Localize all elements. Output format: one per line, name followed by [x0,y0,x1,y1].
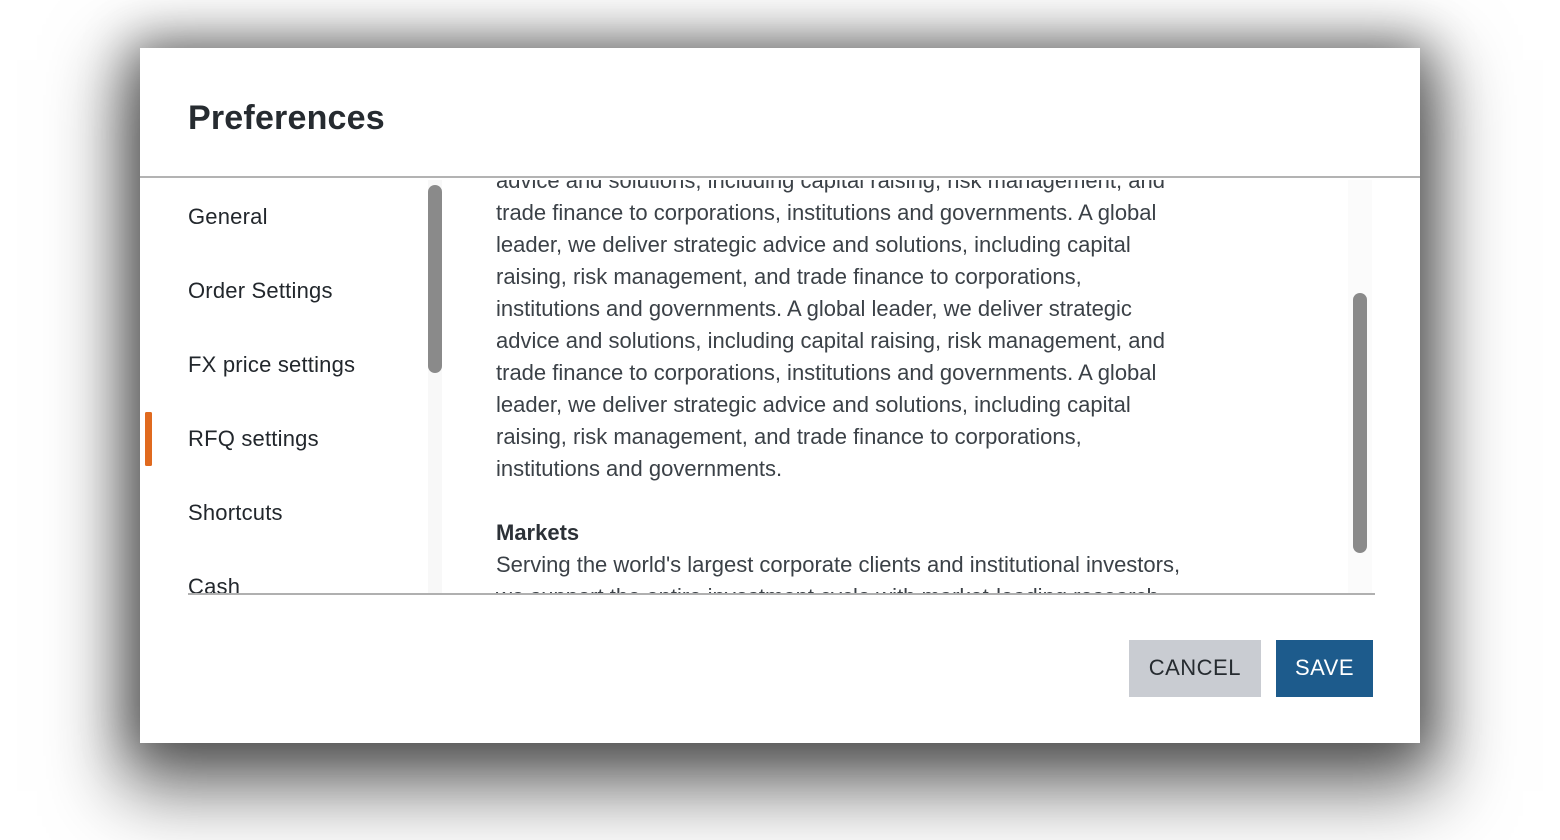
dialog-header: Preferences [140,48,1420,178]
sidebar-item-rfq-settings[interactable]: RFQ settings [140,402,428,476]
sidebar-scrollbar[interactable] [428,180,442,593]
sidebar-item-cash[interactable]: Cash [188,574,241,593]
dialog-title: Preferences [188,98,385,137]
dialog-footer: CANCEL SAVE [140,593,1420,743]
paragraph-line: advice and solutions, including capital … [496,328,1165,353]
paragraph-line: institutions and governments. A global l… [496,296,1132,321]
cancel-button[interactable]: CANCEL [1128,639,1261,697]
footer-divider [188,593,1375,595]
paragraph-line: leader, we deliver strategic advice and … [496,392,1131,417]
markets-heading: Markets [496,520,580,545]
sidebar-item-general[interactable]: General [188,204,268,229]
about-paragraph: advice and solutions, including capital … [496,180,1348,485]
sidebar-item-shortcuts[interactable]: Shortcuts [188,500,283,525]
save-button[interactable]: SAVE [1275,639,1373,697]
sidebar-item-order-settings[interactable]: Order Settings [188,278,333,303]
paragraph-line: raising, risk management, and trade fina… [496,264,1082,289]
dialog-body: General Order Settings FX price settings… [140,180,1420,593]
paragraph-line: trade finance to corporations, instituti… [496,360,1157,385]
active-item-indicator [145,412,152,466]
settings-nav: General Order Settings FX price settings… [140,180,428,593]
content-scrollbar[interactable] [1348,180,1372,593]
paragraph-line: raising, risk management, and trade fina… [496,424,1082,449]
settings-content: advice and solutions, including capital … [496,180,1348,593]
paragraph-line: trade finance to corporations, instituti… [496,200,1157,225]
markets-line-clipped: we support the entire investment cycle w… [496,581,1348,593]
paragraph-line: institutions and governments. [496,456,783,481]
sidebar-scrollbar-thumb[interactable] [428,185,442,373]
paragraph-line: leader, we deliver strategic advice and … [496,232,1131,257]
content-scrollbar-thumb[interactable] [1353,293,1367,553]
markets-line: Serving the world's largest corporate cl… [496,552,1181,577]
preferences-dialog: Preferences General Order Settings FX pr… [140,48,1420,743]
sidebar-item-fx-price-settings[interactable]: FX price settings [188,352,356,377]
paragraph-line: advice and solutions, including capital … [496,180,1165,193]
